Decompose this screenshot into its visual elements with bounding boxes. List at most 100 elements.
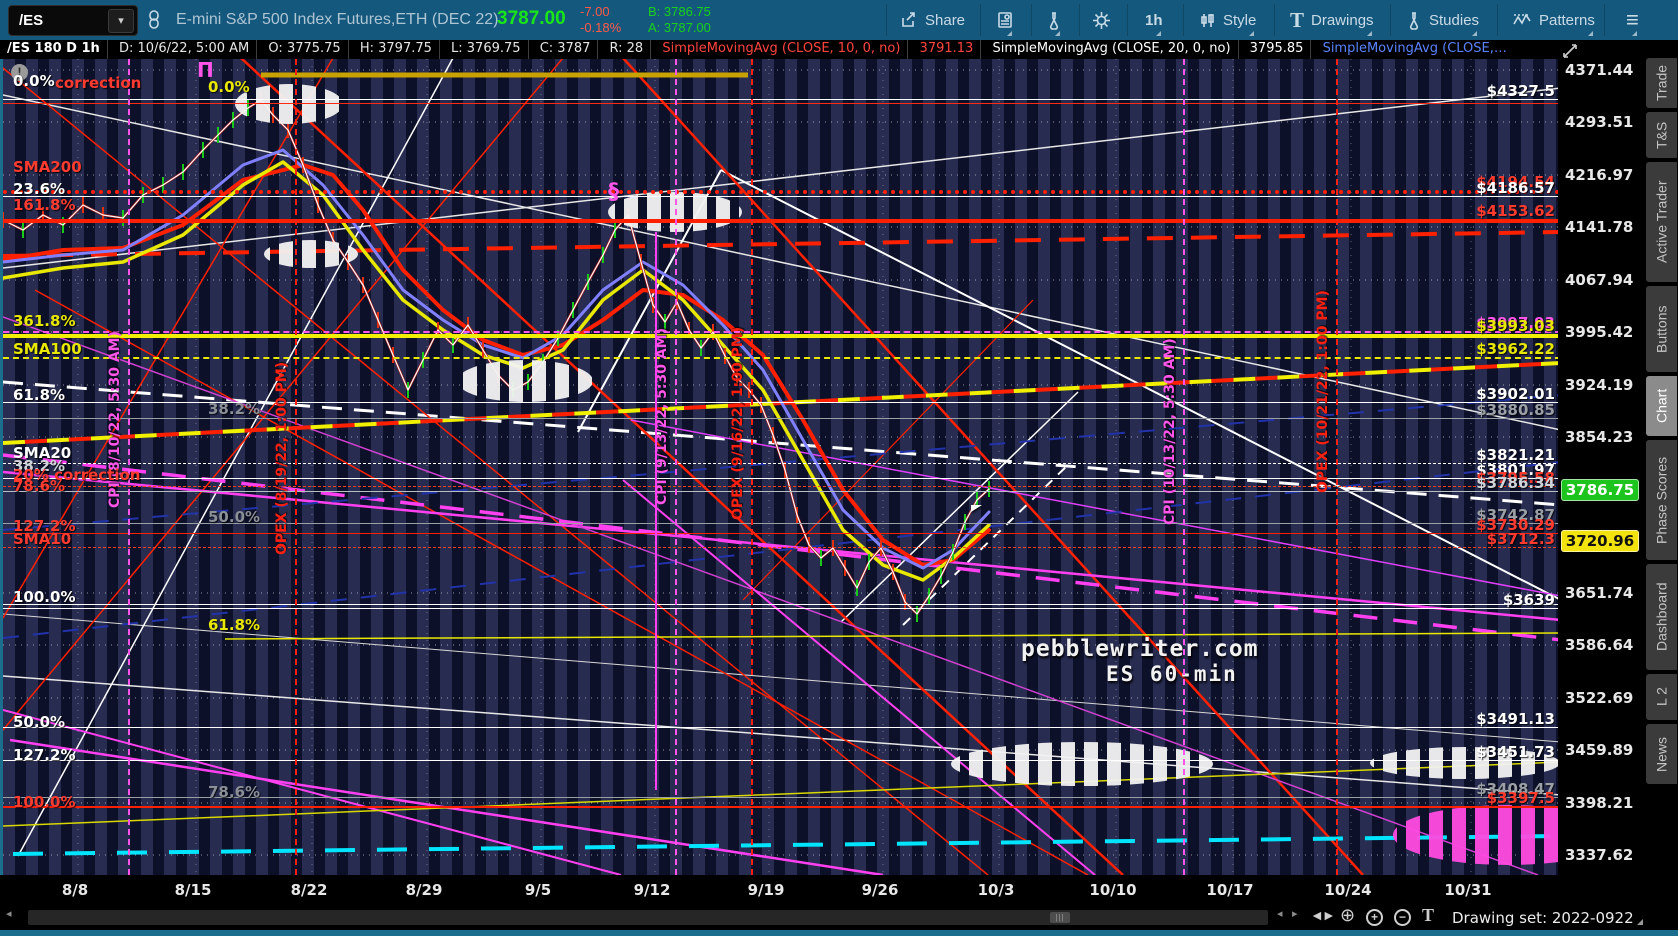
price-level-label: $3993.03 [1476, 317, 1555, 335]
time-axis-label: 8/22 [290, 881, 328, 899]
fib-label: SMA10 [13, 530, 72, 548]
study-sma20-value: 3795.85 [1243, 40, 1312, 59]
price-level-line [3, 486, 1561, 487]
trend-line [3, 675, 1561, 796]
menu-button[interactable]: ≡ [1626, 0, 1639, 40]
price-level-label: $3786.34 [1476, 474, 1555, 492]
price-marker-vertical [655, 232, 657, 790]
trend-line [902, 461, 1072, 626]
studies-button[interactable]: Studies [1406, 0, 1479, 40]
bar-low: L: 3769.75 [444, 40, 529, 59]
sidebar-tab-active-trader[interactable]: Active Trader [1646, 162, 1677, 282]
flask-icon [1409, 11, 1419, 30]
price-level-line [3, 760, 1561, 761]
step-left-icon[interactable]: ◂ [1277, 908, 1283, 920]
sidebar-tab-trade[interactable]: Trade [1646, 58, 1677, 108]
fib-label: SMA100 [13, 340, 82, 358]
drawing-set-label[interactable]: Drawing set: 2022-0922 [1452, 909, 1634, 927]
link-symbol-icon[interactable] [146, 9, 162, 36]
sidebar-tab-l-2[interactable]: L 2 [1646, 674, 1677, 720]
auto-scroll-icon[interactable]: ◄► [1310, 907, 1336, 923]
study-sma30-label[interactable]: SimpleMovingAvg (CLOSE,… [1322, 41, 1507, 56]
text-note-tool-icon[interactable]: T [1422, 905, 1435, 925]
fit-scale-icon[interactable] [1562, 43, 1580, 64]
price-axis-label: 4067.94 [1565, 271, 1634, 289]
zoom-in-icon[interactable]: + [1366, 909, 1383, 926]
menu-icon: ≡ [1626, 7, 1639, 32]
chart-scrollbar[interactable]: ||| [28, 910, 1268, 925]
drawing-glyph: Π [197, 59, 214, 82]
price-level-line [3, 463, 1561, 464]
trend-line [3, 453, 1561, 642]
fib-label: 38.2% [208, 400, 261, 418]
sidebar-tab-t-s[interactable]: T&S [1646, 112, 1677, 158]
price-level-line [3, 727, 1561, 728]
step-right-icon[interactable]: ▸ [1292, 908, 1298, 920]
price-level-label: $4327.5 [1486, 82, 1555, 100]
chart-data-header: /ES 180 D 1h D: 10/6/22, 5:00 AM O: 3775… [0, 40, 1645, 59]
event-vertical-line [295, 59, 297, 875]
event-vertical-line [1183, 59, 1185, 875]
event-vertical-line [1336, 59, 1338, 875]
scrollbar-grip[interactable]: ||| [1050, 912, 1070, 923]
trend-line [3, 461, 1561, 639]
watermark-site: pebblewriter.com [1021, 636, 1259, 662]
price-level-label: $3821.21 [1476, 446, 1555, 464]
price-level-label: $4186.57 [1476, 179, 1555, 197]
symbol-dropdown-caret-icon[interactable]: ▾ [108, 9, 134, 33]
fib-label: SMA20 [13, 444, 72, 462]
time-axis-label: 10/3 [977, 881, 1015, 899]
zoom-out-icon[interactable]: − [1394, 909, 1411, 926]
price-axis-label: 4216.97 [1565, 166, 1634, 184]
trend-line [3, 316, 1539, 875]
price-level-label: $4153.62 [1476, 202, 1555, 220]
drawing-set-caret-icon[interactable] [1637, 919, 1643, 925]
price-level-label: $3397.5 [1486, 789, 1555, 807]
notes-button[interactable] [996, 0, 1014, 40]
crosshair-mode-icon[interactable]: ⊕ [1340, 905, 1356, 925]
sidebar-tab-buttons[interactable]: Buttons [1646, 286, 1677, 372]
settings-button[interactable] [1092, 0, 1111, 40]
sidebar-tab-news[interactable]: News [1646, 724, 1677, 784]
time-axis-label: 9/5 [524, 881, 552, 899]
sidebar-tab-phase-scores[interactable]: Phase Scores [1646, 440, 1677, 560]
patterns-button[interactable]: Patterns [1512, 0, 1595, 40]
bar-high: H: 3797.75 [353, 40, 440, 59]
bar-date: D: 10/6/22, 5:00 AM [112, 40, 258, 59]
chart-plot-area[interactable]: ! pebblewriter.com ES 60-min $4327.5 $419… [0, 59, 1561, 875]
share-button[interactable]: Share [900, 0, 965, 40]
drawings-button[interactable]: T Drawings [1290, 0, 1374, 40]
sidebar-tab-chart[interactable]: Chart [1646, 376, 1677, 436]
style-button[interactable]: Style [1200, 0, 1256, 40]
fib-label: 161.8% [13, 196, 76, 214]
study-sma10-label[interactable]: SimpleMovingAvg (CLOSE, 10, 0, no) [655, 40, 909, 59]
price-level-line [3, 103, 1561, 104]
trend-line [630, 419, 1561, 597]
fib-label: 38.2% [13, 457, 66, 475]
fib-label: 127.2% [13, 746, 76, 764]
fib-label: 0.0% [208, 78, 250, 96]
alert-icon[interactable]: ! [11, 64, 28, 81]
price-level-label: $3712.3 [1486, 530, 1555, 548]
trend-line [224, 632, 1561, 640]
price-axis-label: 3995.42 [1565, 323, 1634, 341]
price-level-line [3, 491, 1561, 492]
quick-study-button[interactable] [1046, 0, 1062, 40]
pan-left-icon[interactable]: ◂ [6, 908, 12, 920]
study-sma20-label[interactable]: SimpleMovingAvg (CLOSE, 20, 0, no) [985, 40, 1239, 59]
symbol-selector[interactable]: /ES ▾ [8, 5, 138, 36]
price-level-line [3, 357, 1561, 359]
sidebar-tab-dashboard[interactable]: Dashboard [1646, 564, 1677, 670]
price-level-label: $3408.47 [1476, 780, 1555, 798]
price-level-label: $3742.87 [1476, 506, 1555, 524]
price-change: -7.00 -0.18% [580, 4, 621, 36]
time-axis-label: 9/19 [747, 881, 785, 899]
interval-button[interactable]: 1h [1145, 0, 1163, 40]
price-axis-label: 3459.89 [1565, 741, 1634, 759]
price-axis-label: 3854.23 [1565, 428, 1634, 446]
price-axis[interactable]: 4371.44 4293.51 4216.97 4141.78 4067.94 3995.… [1558, 44, 1645, 875]
price-level-label: $3639 [1502, 591, 1555, 609]
time-axis[interactable]: 8/8 8/15 8/22 8/29 9/5 9/12 9/19 9/26 10/3 10/10 1… [0, 875, 1645, 905]
price-axis-label: 3924.19 [1565, 376, 1634, 394]
